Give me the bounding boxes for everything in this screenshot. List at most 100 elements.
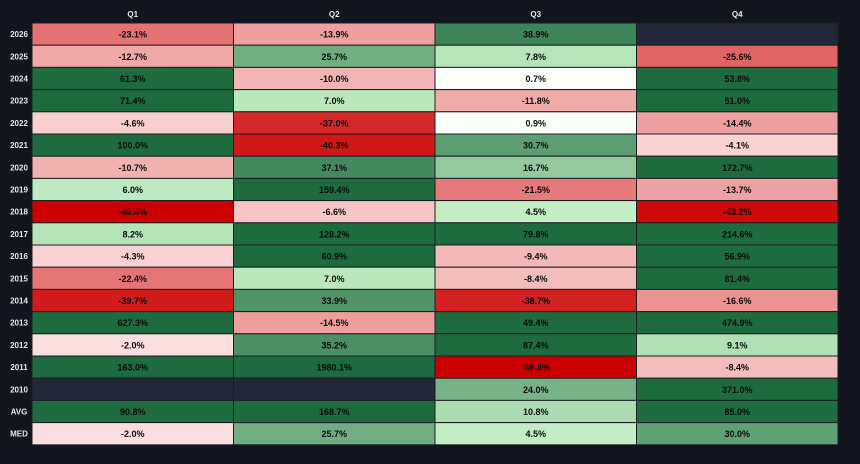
cell-label-2024-q3: 0.7% (525, 74, 546, 84)
row-header-2016: 2016 (10, 252, 28, 261)
cell-label-2013-q4: 474.9% (722, 318, 753, 328)
cell-label-2020-q4: 172.7% (722, 163, 753, 173)
cell-label-2018-q2: -6.6% (322, 207, 346, 217)
cell-label-2026-q2: -13.9% (320, 30, 349, 40)
cell-label-2023-q3: -11.8% (522, 96, 550, 106)
cell-label-2025-q3: 7.8% (525, 52, 546, 62)
cell-label-2010-q4: 371.0% (722, 385, 753, 395)
cell-label-2015-q2: 7.0% (324, 274, 345, 284)
cell-label-2015-q1: -22.4% (118, 274, 147, 284)
row-header-2025: 2025 (10, 52, 28, 61)
cell-label-2026-q1: -23.1% (118, 30, 147, 40)
cell-label-2021-q1: 100.0% (117, 141, 148, 151)
cell-label-2021-q3: 30.7% (523, 141, 549, 151)
row-header-2010: 2010 (10, 385, 28, 394)
cell-label-avg-q3: 10.8% (523, 407, 549, 417)
cell-label-2019-q4: -13.7% (723, 185, 752, 195)
row-header-med: MED (10, 430, 28, 439)
cell-label-2017-q3: 79.8% (523, 229, 549, 239)
cell-label-2012-q3: 87.4% (523, 340, 549, 350)
cell-label-med-q1: -2.0% (121, 429, 145, 439)
cell-label-2018-q3: 4.5% (525, 207, 546, 217)
cell-label-2012-q4: 9.1% (727, 340, 748, 350)
row-header-2018: 2018 (10, 208, 28, 217)
cell-label-2020-q1: -10.7% (118, 163, 147, 173)
column-header-q3: Q3 (530, 10, 541, 19)
cell-label-2018-q4: -43.2% (723, 207, 752, 217)
cell-label-2012-q2: 35.2% (321, 340, 347, 350)
column-header-q4: Q4 (732, 10, 743, 19)
cell-label-2017-q4: 214.6% (722, 229, 753, 239)
cell-label-avg-q2: 168.7% (319, 407, 350, 417)
cell-label-2017-q2: 128.2% (319, 229, 350, 239)
cell-med-q4 (636, 422, 839, 446)
cell-label-2026-q3: 38.9% (523, 30, 549, 40)
column-header-q1: Q1 (127, 10, 138, 19)
cell-label-2012-q1: -2.0% (121, 340, 145, 350)
cell-label-2011-q4: -8.4% (725, 363, 749, 373)
cell-label-2025-q2: 25.7% (321, 52, 347, 62)
row-header-2020: 2020 (10, 163, 28, 172)
row-header-2013: 2013 (10, 319, 28, 328)
row-header-2015: 2015 (10, 274, 28, 283)
row-header-2023: 2023 (10, 97, 28, 106)
cell-label-2018-q1: -46.4% (118, 207, 147, 217)
cell-label-2014-q3: -38.7% (521, 296, 550, 306)
cell-2010-q2 (233, 377, 436, 401)
cell-2010-q1 (31, 377, 234, 401)
row-header-2024: 2024 (10, 75, 28, 84)
cell-label-2019-q2: 159.4% (319, 185, 350, 195)
cell-label-2024-q2: -10.0% (320, 74, 349, 84)
cell-label-2016-q4: 56.9% (724, 252, 750, 262)
cell-label-2011-q3: -66.8% (521, 363, 550, 373)
row-header-avg: AVG (11, 408, 28, 417)
cell-label-2014-q4: -16.6% (723, 296, 752, 306)
cell-label-2022-q4: -14.4% (723, 118, 752, 128)
cell-label-2025-q1: -12.7% (118, 52, 147, 62)
cell-label-2011-q2: 1980.1% (316, 363, 352, 373)
cell-label-2023-q4: 51.0% (724, 96, 750, 106)
row-header-2026: 2026 (10, 30, 28, 39)
cell-label-2025-q4: -25.6% (723, 52, 752, 62)
cell-label-2016-q3: -9.4% (524, 252, 548, 262)
row-header-2019: 2019 (10, 186, 28, 195)
column-header-q2: Q2 (329, 10, 340, 19)
cell-label-avg-q1: 90.8% (120, 407, 146, 417)
cell-label-2023-q2: 7.0% (324, 96, 345, 106)
cell-label-2019-q3: -21.5% (521, 185, 550, 195)
cell-label-2024-q1: 61.3% (120, 74, 146, 84)
cell-label-2022-q3: 0.9% (525, 118, 546, 128)
cell-label-2013-q3: 49.4% (523, 318, 549, 328)
cell-label-2017-q1: 8.2% (122, 229, 143, 239)
cell-label-2021-q2: -40.3% (320, 141, 349, 151)
row-header-2022: 2022 (10, 119, 28, 128)
cell-label-2019-q1: 6.0% (122, 185, 143, 195)
cell-label-2015-q3: -8.4% (524, 274, 548, 284)
cell-label-2013-q1: 627.3% (117, 318, 148, 328)
cell-label-2013-q2: -14.5% (320, 318, 349, 328)
cell-2026-q4 (636, 22, 839, 46)
cell-label-2010-q3: 24.0% (523, 385, 549, 395)
row-header-2017: 2017 (10, 230, 28, 239)
cell-label-2023-q1: 71.4% (120, 96, 146, 106)
row-header-2014: 2014 (10, 297, 28, 306)
cell-label-2016-q2: 60.9% (321, 252, 347, 262)
cell-label-2020-q2: 37.1% (321, 163, 347, 173)
cell-label-avg-q4: 85.0% (724, 407, 750, 417)
row-header-2011: 2011 (10, 363, 28, 372)
cell-label-med-q2: 25.7% (321, 429, 347, 439)
cell-label-2021-q4: -4.1% (725, 141, 749, 151)
cell-label-med-q4: 30.0% (724, 429, 750, 439)
cell-label-2024-q4: 53.8% (724, 74, 750, 84)
cell-label-2022-q2: -37.0% (320, 118, 349, 128)
cell-label-med-q3: 4.5% (525, 429, 546, 439)
row-header-2012: 2012 (10, 341, 28, 350)
row-header-2021: 2021 (10, 141, 28, 150)
cell-label-2011-q1: 163.0% (117, 363, 148, 373)
cell-label-2014-q2: 33.9% (321, 296, 347, 306)
cell-label-2015-q4: 81.4% (724, 274, 750, 284)
cell-label-2016-q1: -4.3% (121, 252, 145, 262)
cell-label-2022-q1: -4.6% (121, 118, 145, 128)
cell-label-2020-q3: 16.7% (523, 163, 549, 173)
